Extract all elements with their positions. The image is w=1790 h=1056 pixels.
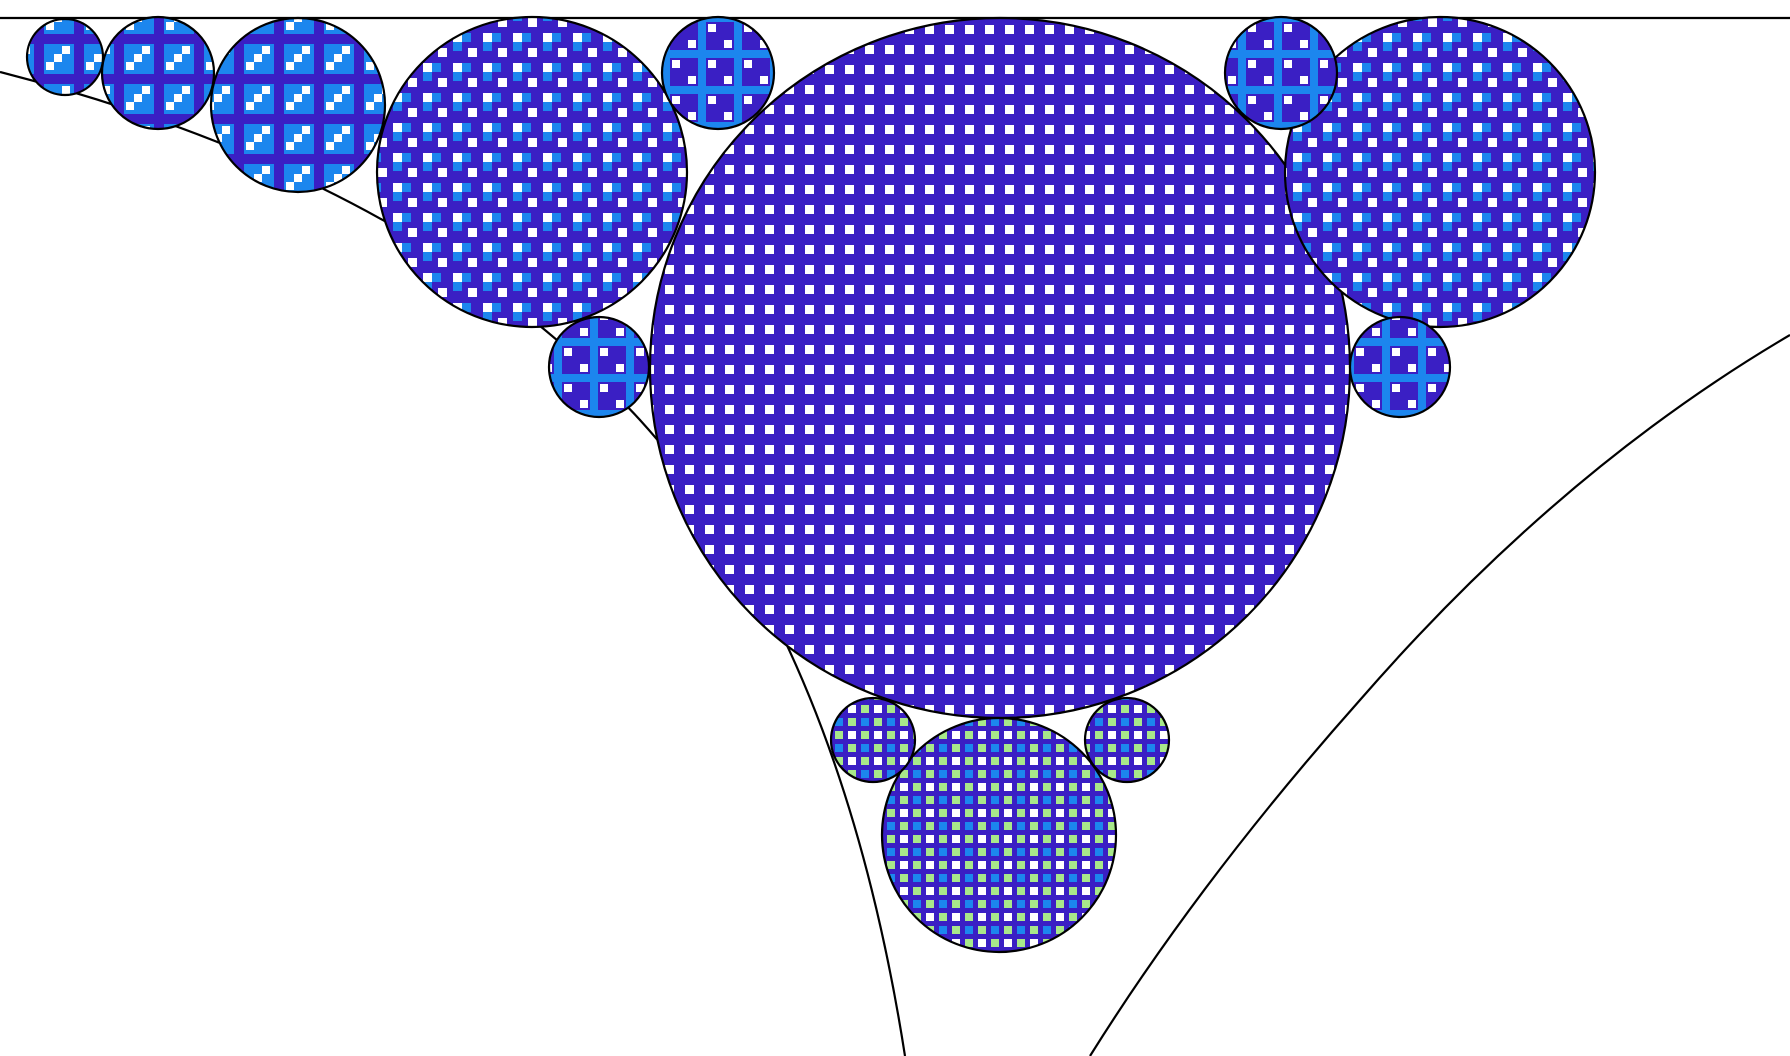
gasket-circles <box>25 15 1597 954</box>
circle-main <box>648 16 1352 720</box>
circle-top-mid-right <box>1223 15 1339 131</box>
circle-left-small <box>547 315 651 419</box>
circle-top-left-tiny <box>25 17 105 97</box>
circle-right-small <box>1348 315 1452 419</box>
circle-upper-left <box>375 15 689 329</box>
circle-bottom-large <box>880 716 1118 954</box>
circle-bottom-left-small <box>829 696 917 784</box>
circle-top-mid-left <box>660 15 776 131</box>
circle-top-left-medium <box>209 16 387 194</box>
circle-top-left-small <box>100 15 216 131</box>
circle-bottom-right-small <box>1083 696 1171 784</box>
circle-upper-right <box>1283 15 1597 329</box>
right-boundary-arc <box>1089 334 1790 1056</box>
